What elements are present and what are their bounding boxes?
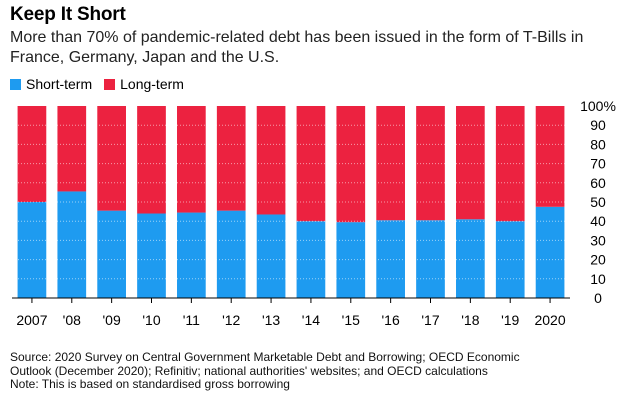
legend-swatch-long-term: [104, 78, 116, 90]
legend-item-long-term: Long-term: [104, 76, 184, 92]
legend-swatch-short-term: [10, 78, 21, 90]
x-tick-label-0: 2007: [16, 312, 47, 328]
bar-short-term-1: [57, 191, 87, 298]
x-tick-label-5: '12: [222, 312, 240, 328]
bar-long-term-13: [535, 106, 565, 207]
y-tick-label-2: 20: [590, 252, 606, 268]
x-tick-label-9: '16: [382, 312, 400, 328]
bar-short-term-4: [177, 212, 206, 298]
bar-long-term-1: [57, 106, 87, 192]
y-tick-label-8: 80: [590, 136, 606, 152]
y-tick-label-0: 0: [594, 290, 602, 306]
y-tick-label-10: 100%: [580, 98, 616, 114]
y-tick-label-7: 70: [590, 156, 606, 172]
gridlines: [12, 124, 570, 280]
x-tick-label-8: '15: [342, 312, 360, 328]
x-tick-label-6: '13: [262, 312, 280, 328]
legend-item-short-term: Short-term: [10, 76, 92, 92]
y-tick-label-5: 50: [590, 194, 606, 210]
x-tick-label-3: '10: [142, 312, 160, 328]
x-tick-label-7: '14: [302, 312, 320, 328]
legend: Short-term Long-term: [10, 76, 196, 92]
bar-long-term-3: [137, 106, 166, 214]
bar-long-term-11: [456, 106, 485, 220]
bar-long-term-4: [177, 106, 206, 213]
bar-long-term-2: [97, 106, 126, 211]
stacked-bar-chart: 2007 '08 '09 '10 '11 '12 '13 '14 '15 '16 '17 '18 '19…: [12, 98, 616, 328]
x-tick-label-10: '17: [421, 312, 439, 328]
source-line-2: Outlook (December 2020); Refinitiv; nati…: [10, 363, 488, 378]
bar-long-term-5: [216, 106, 246, 211]
x-tick-label-4: '11: [183, 312, 200, 328]
bar-short-term-11: [456, 219, 485, 298]
x-tick-label-12: '19: [501, 312, 519, 328]
chart-subtitle: More than 70% of pandemic-related debt h…: [10, 29, 584, 66]
bar-short-term-6: [256, 214, 286, 298]
bar-long-term-7: [296, 106, 326, 222]
bar-short-term-5: [216, 210, 246, 298]
bar-short-term-3: [137, 213, 166, 298]
x-tick-label-2: '09: [103, 312, 121, 328]
bar-long-term-0: [17, 106, 47, 202]
chart-title: Keep It Short: [10, 4, 126, 25]
source-note: Source: 2020 Survey on Central Governmen…: [10, 350, 635, 392]
x-tick-label-13: 2020: [534, 312, 565, 328]
bar-short-term-0: [17, 202, 47, 298]
bar-short-term-7: [296, 221, 326, 298]
source-line-1: Source: 2020 Survey on Central Governmen…: [10, 350, 520, 364]
legend-label-long-term: Long-term: [120, 76, 184, 92]
footnote: Note: This is based on standardised gros…: [10, 377, 290, 391]
y-tick-label-1: 10: [590, 271, 606, 287]
bar-long-term-6: [256, 106, 286, 215]
bar-short-term-2: [97, 210, 126, 298]
y-tick-label-6: 60: [590, 175, 606, 191]
y-tick-label-9: 90: [590, 117, 606, 133]
y-tick-label-4: 40: [590, 213, 606, 229]
legend-label-short-term: Short-term: [26, 76, 93, 92]
bar-short-term-13: [535, 206, 565, 298]
x-tick-label-11: '18: [461, 312, 479, 328]
y-tick-label-3: 30: [590, 232, 606, 248]
x-tick-label-1: '08: [63, 312, 81, 328]
